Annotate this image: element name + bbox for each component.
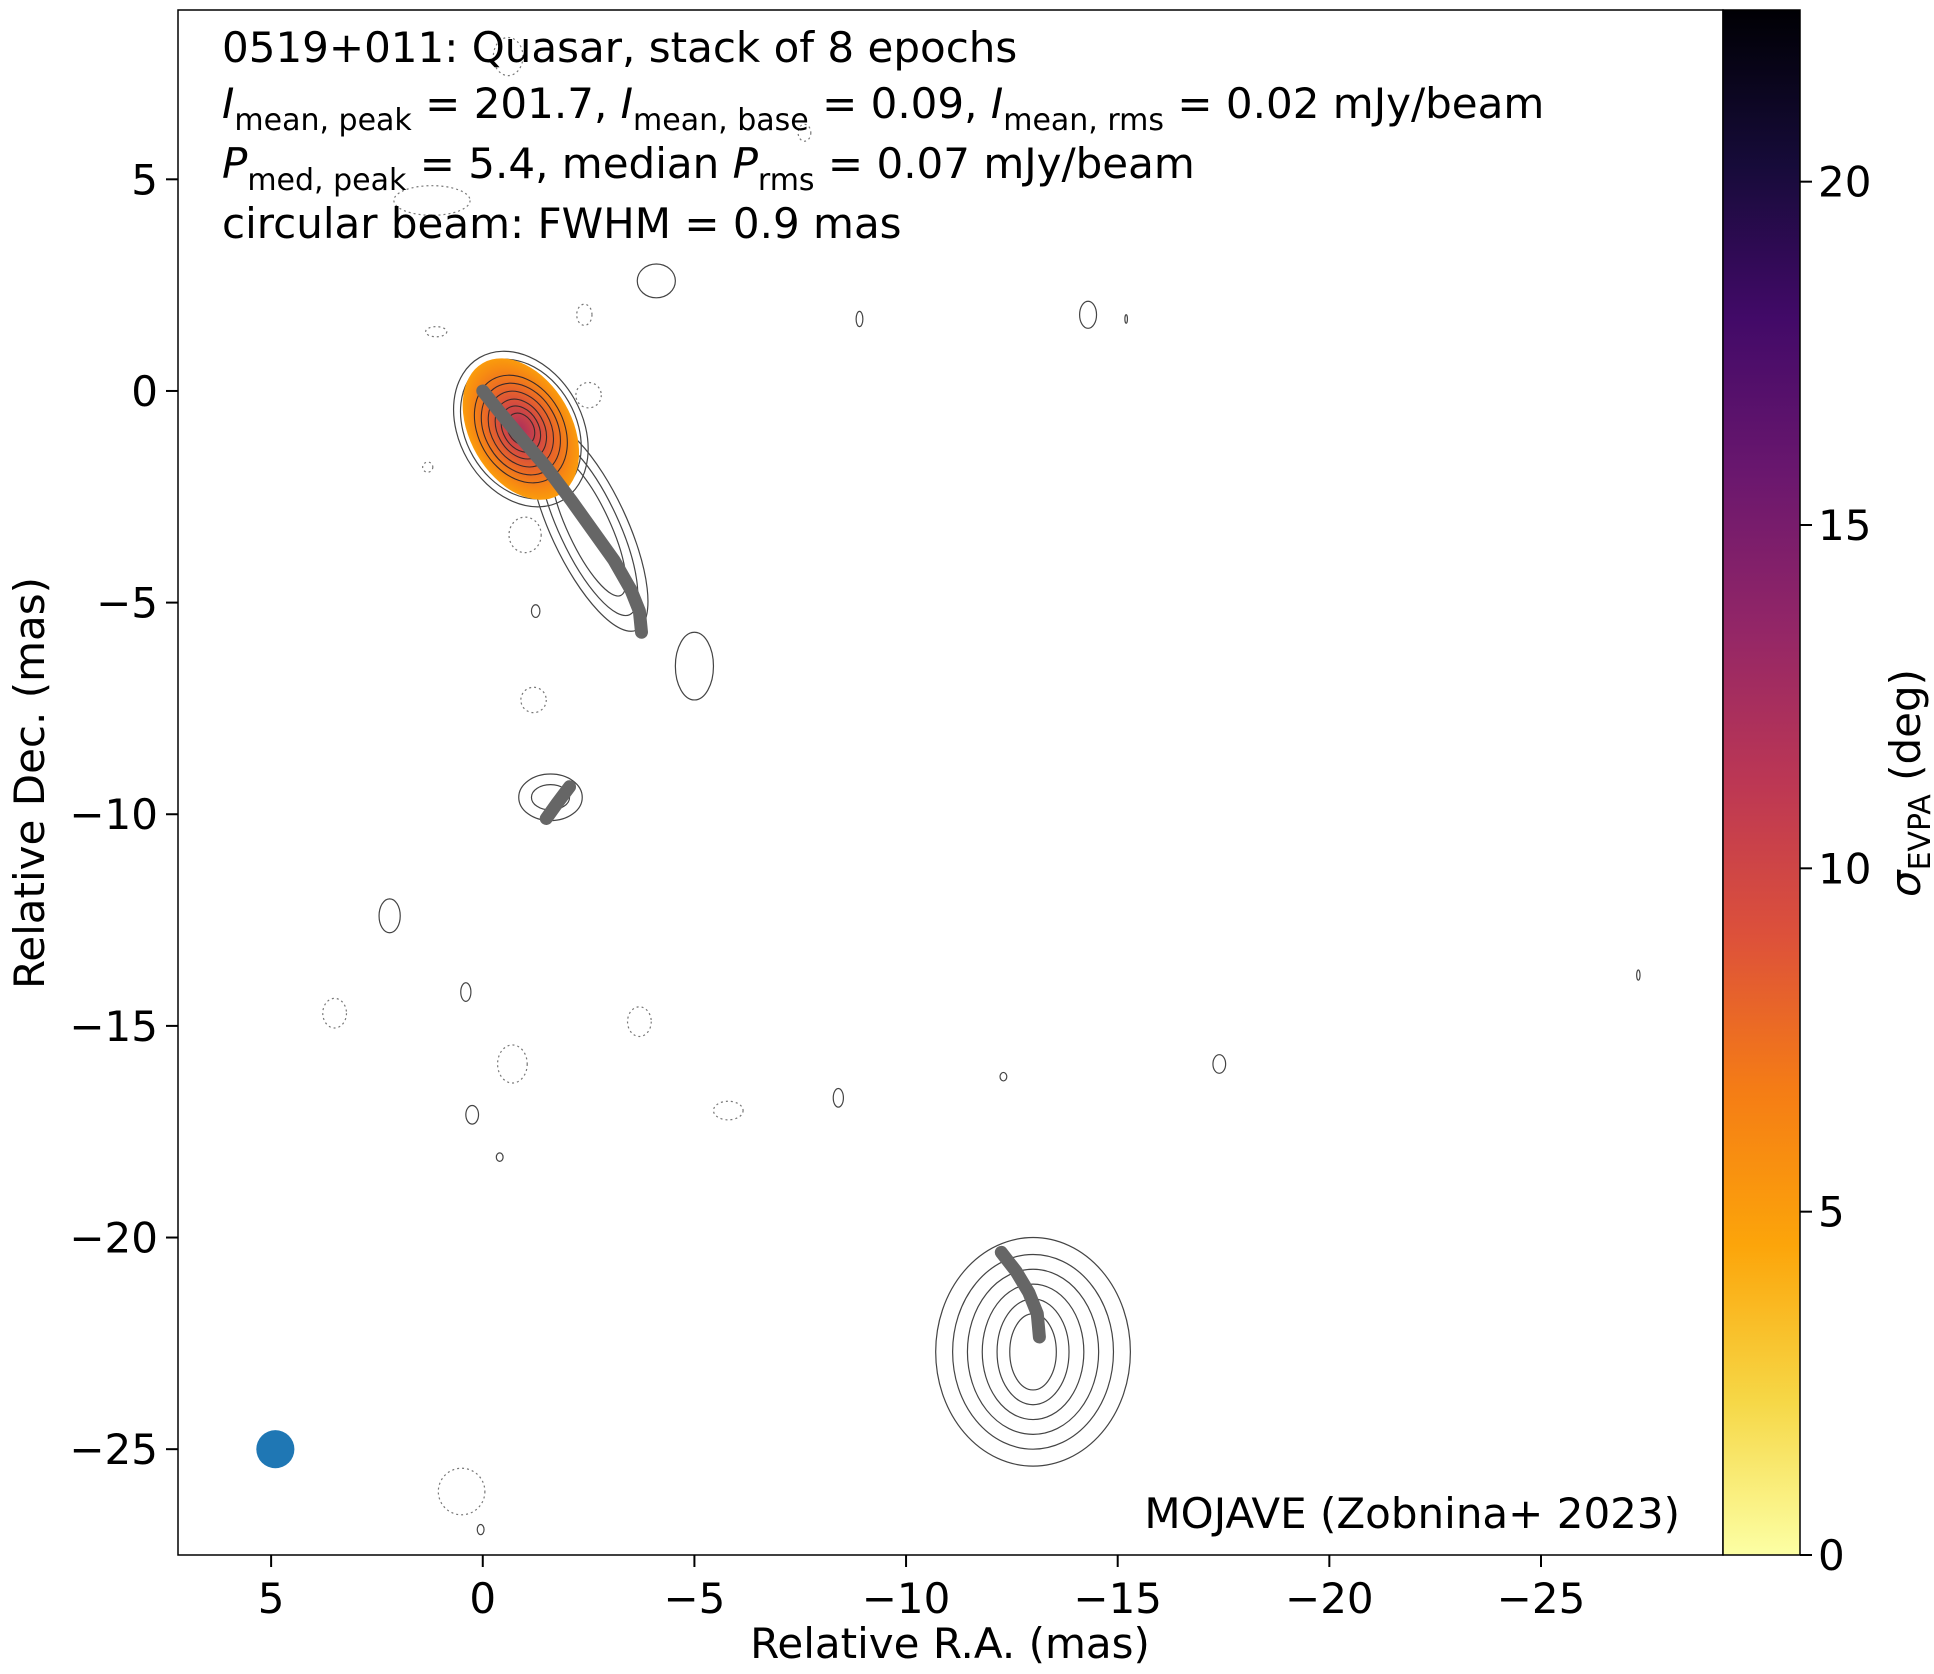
title-line-2-val-rms: = 0.02 mJy/beam [1164,79,1544,128]
positive-contour [465,1104,480,1125]
positive-contour [981,1283,1085,1421]
title-line-1: 0519+011: Quasar, stack of 8 epochs [222,23,1017,72]
x-tick-label: −5 [663,1574,725,1623]
positive-contour [674,631,715,701]
jet-ridgelines [476,384,1046,1344]
positive-contour [1124,314,1129,324]
title-line-3: Pmed, peak = 5.4, median Prms = 0.07 mJy… [222,139,1195,198]
positive-contour [1079,300,1098,329]
colorbar-frame [1722,9,1801,1556]
positive-contour [999,1071,1008,1082]
colorbar-label-sub: EVPA [1903,794,1934,871]
title-line-3-val-rms: = 0.07 mJy/beam [815,139,1195,188]
x-axis-label: Relative R.A. (mas) [750,1619,1150,1668]
plot-background [178,10,1723,1555]
positive-contour [832,1087,845,1108]
negative-contour [437,1467,486,1516]
x-tick-label: −10 [862,1574,951,1623]
y-axis-label: Relative Dec. (mas) [5,577,54,989]
title-line-2-sub-rms: mean, rms [1003,103,1164,138]
negative-contours [322,36,812,1516]
title-line-3-sub-rms: rms [758,163,815,198]
colorbar: 0 5 10 15 20 σEVPA (deg) [1722,9,1934,1580]
ridgeline [994,1245,1046,1344]
colorbar-tick-label: 20 [1818,158,1871,207]
colorbar-tick-label: 0 [1818,1531,1845,1580]
colorbar-label: σEVPA (deg) [1881,669,1934,897]
colorbar-tick-label: 15 [1818,501,1871,550]
negative-contour [393,185,471,216]
y-axis-ticks: 5 0 −5 −10 −15 −20 −25 [69,155,178,1474]
title-line-3-symbol-b: P [733,139,759,188]
x-tick-label: 5 [258,1574,285,1623]
positive-contour [952,1253,1115,1450]
title-line-2: Imean, peak = 201.7, Imean, base = 0.09,… [222,79,1544,138]
ridgeline [476,384,648,639]
negative-contour [626,1006,652,1038]
y-tick-label: 5 [131,155,158,204]
title-line-2-symbol-b: I [621,79,633,128]
negative-contour [425,326,448,338]
y-tick-label: −5 [96,579,158,628]
negative-contour [508,516,542,554]
title-line-2-val-peak: = 201.7, [412,79,621,128]
title-line-2-sub-base: mean, base [633,103,809,138]
negative-contour [712,1100,744,1121]
y-tick-label: −10 [69,790,158,839]
title-line-4: circular beam: FWHM = 0.9 mas [222,199,902,248]
beam-marker [256,1430,295,1469]
colorbar-ticks: 0 5 10 15 20 [1800,158,1871,1580]
negative-contour [422,461,434,473]
y-tick-label: −15 [69,1002,158,1051]
beam-circle [256,1430,295,1469]
positive-contour [1636,969,1641,981]
y-tick-label: −20 [69,1214,158,1263]
negative-contour [322,997,348,1029]
colorbar-label-unit: (deg) [1881,669,1930,794]
title-line-2-val-base: = 0.09, [809,79,991,128]
title-line-3-sub-peak: med, peak [247,163,407,198]
colorbar-label-symbol: σ [1881,869,1930,897]
ridgeline [539,780,577,825]
positive-contour [476,1523,485,1536]
positive-contour [636,263,676,299]
title-line-2-symbol-c: I [991,79,1003,128]
positive-contour [966,1268,1100,1435]
colorbar-fill [1723,10,1800,1555]
y-tick-label: 0 [131,367,158,416]
y-tick-label: −25 [69,1425,158,1474]
positive-contour [452,350,589,508]
x-tick-label: 0 [469,1574,496,1623]
positive-contour [495,1152,504,1162]
positive-contour [460,982,472,1002]
negative-contour [575,381,602,409]
negative-contour [520,686,547,714]
x-tick-label: −20 [1285,1574,1374,1623]
title-block: 0519+011: Quasar, stack of 8 epochs Imea… [222,23,1544,248]
colorbar-tick-label: 10 [1818,844,1871,893]
x-axis-ticks: 5 0 −5 −10 −15 −20 −25 [258,1555,1586,1623]
positive-contour [855,310,864,328]
positive-contour [378,898,401,934]
credit-label: MOJAVE (Zobnina+ 2023) [1144,1489,1680,1538]
title-line-3-val-peak: = 5.4, median [406,139,732,188]
x-tick-label: −25 [1497,1574,1586,1623]
colorbar-tick-label: 5 [1818,1188,1845,1237]
positive-contour [1212,1054,1227,1074]
plot-area: 5 0 −5 −10 −15 −20 −25 5 0 −5 −10 −15 −20 −25 [69,9,1724,1623]
x-tick-label: −15 [1073,1574,1162,1623]
map-layer [256,36,1641,1536]
title-line-2-sub-peak: mean, peak [234,103,412,138]
negative-contour [492,36,524,77]
title-line-3-symbol: P [222,139,248,188]
negative-contour [797,123,812,142]
positive-contour [935,1236,1131,1467]
positive-contour [530,604,541,619]
title-line-2-symbol: I [222,79,234,128]
negative-contour [496,1044,528,1084]
